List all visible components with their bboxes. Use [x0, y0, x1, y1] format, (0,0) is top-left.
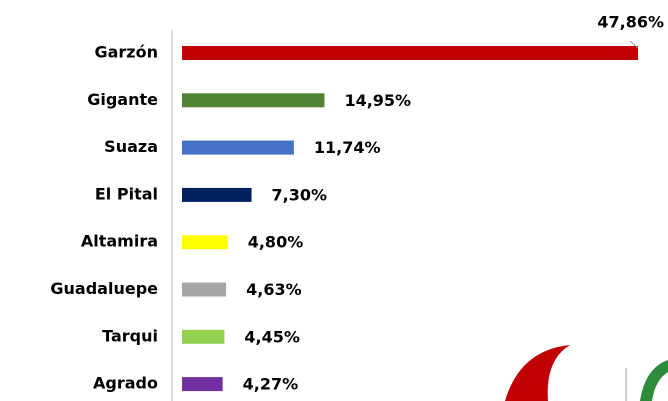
- leader-line: [629, 40, 639, 49]
- category-label: Agrado: [93, 374, 158, 393]
- category-label: Tarqui: [102, 326, 158, 345]
- value-label: 4,80%: [248, 233, 304, 252]
- bar: [182, 140, 294, 155]
- value-label: 7,30%: [272, 185, 328, 204]
- value-label: 4,45%: [244, 327, 300, 346]
- bar: [182, 93, 325, 108]
- bar: [182, 187, 252, 202]
- bar: [182, 377, 223, 392]
- value-label: 4,63%: [246, 280, 302, 299]
- bar: [182, 329, 225, 344]
- bar: [182, 235, 228, 250]
- category-label: Suaza: [104, 137, 158, 156]
- logo-green: [640, 360, 668, 401]
- category-label: Gigante: [87, 90, 158, 109]
- bar: [182, 282, 227, 297]
- logo-red: [505, 345, 570, 401]
- value-label: 11,74%: [314, 138, 381, 157]
- value-label: 14,95%: [344, 91, 411, 110]
- category-label: Garzón: [94, 43, 158, 62]
- value-label: 47,86%: [597, 13, 664, 32]
- category-label: Guadaluepe: [50, 279, 158, 298]
- bar: [182, 46, 638, 60]
- category-label: El Pital: [95, 184, 158, 203]
- category-label: Altamira: [81, 232, 158, 251]
- logo: [505, 345, 668, 401]
- value-label: 4,27%: [243, 375, 299, 394]
